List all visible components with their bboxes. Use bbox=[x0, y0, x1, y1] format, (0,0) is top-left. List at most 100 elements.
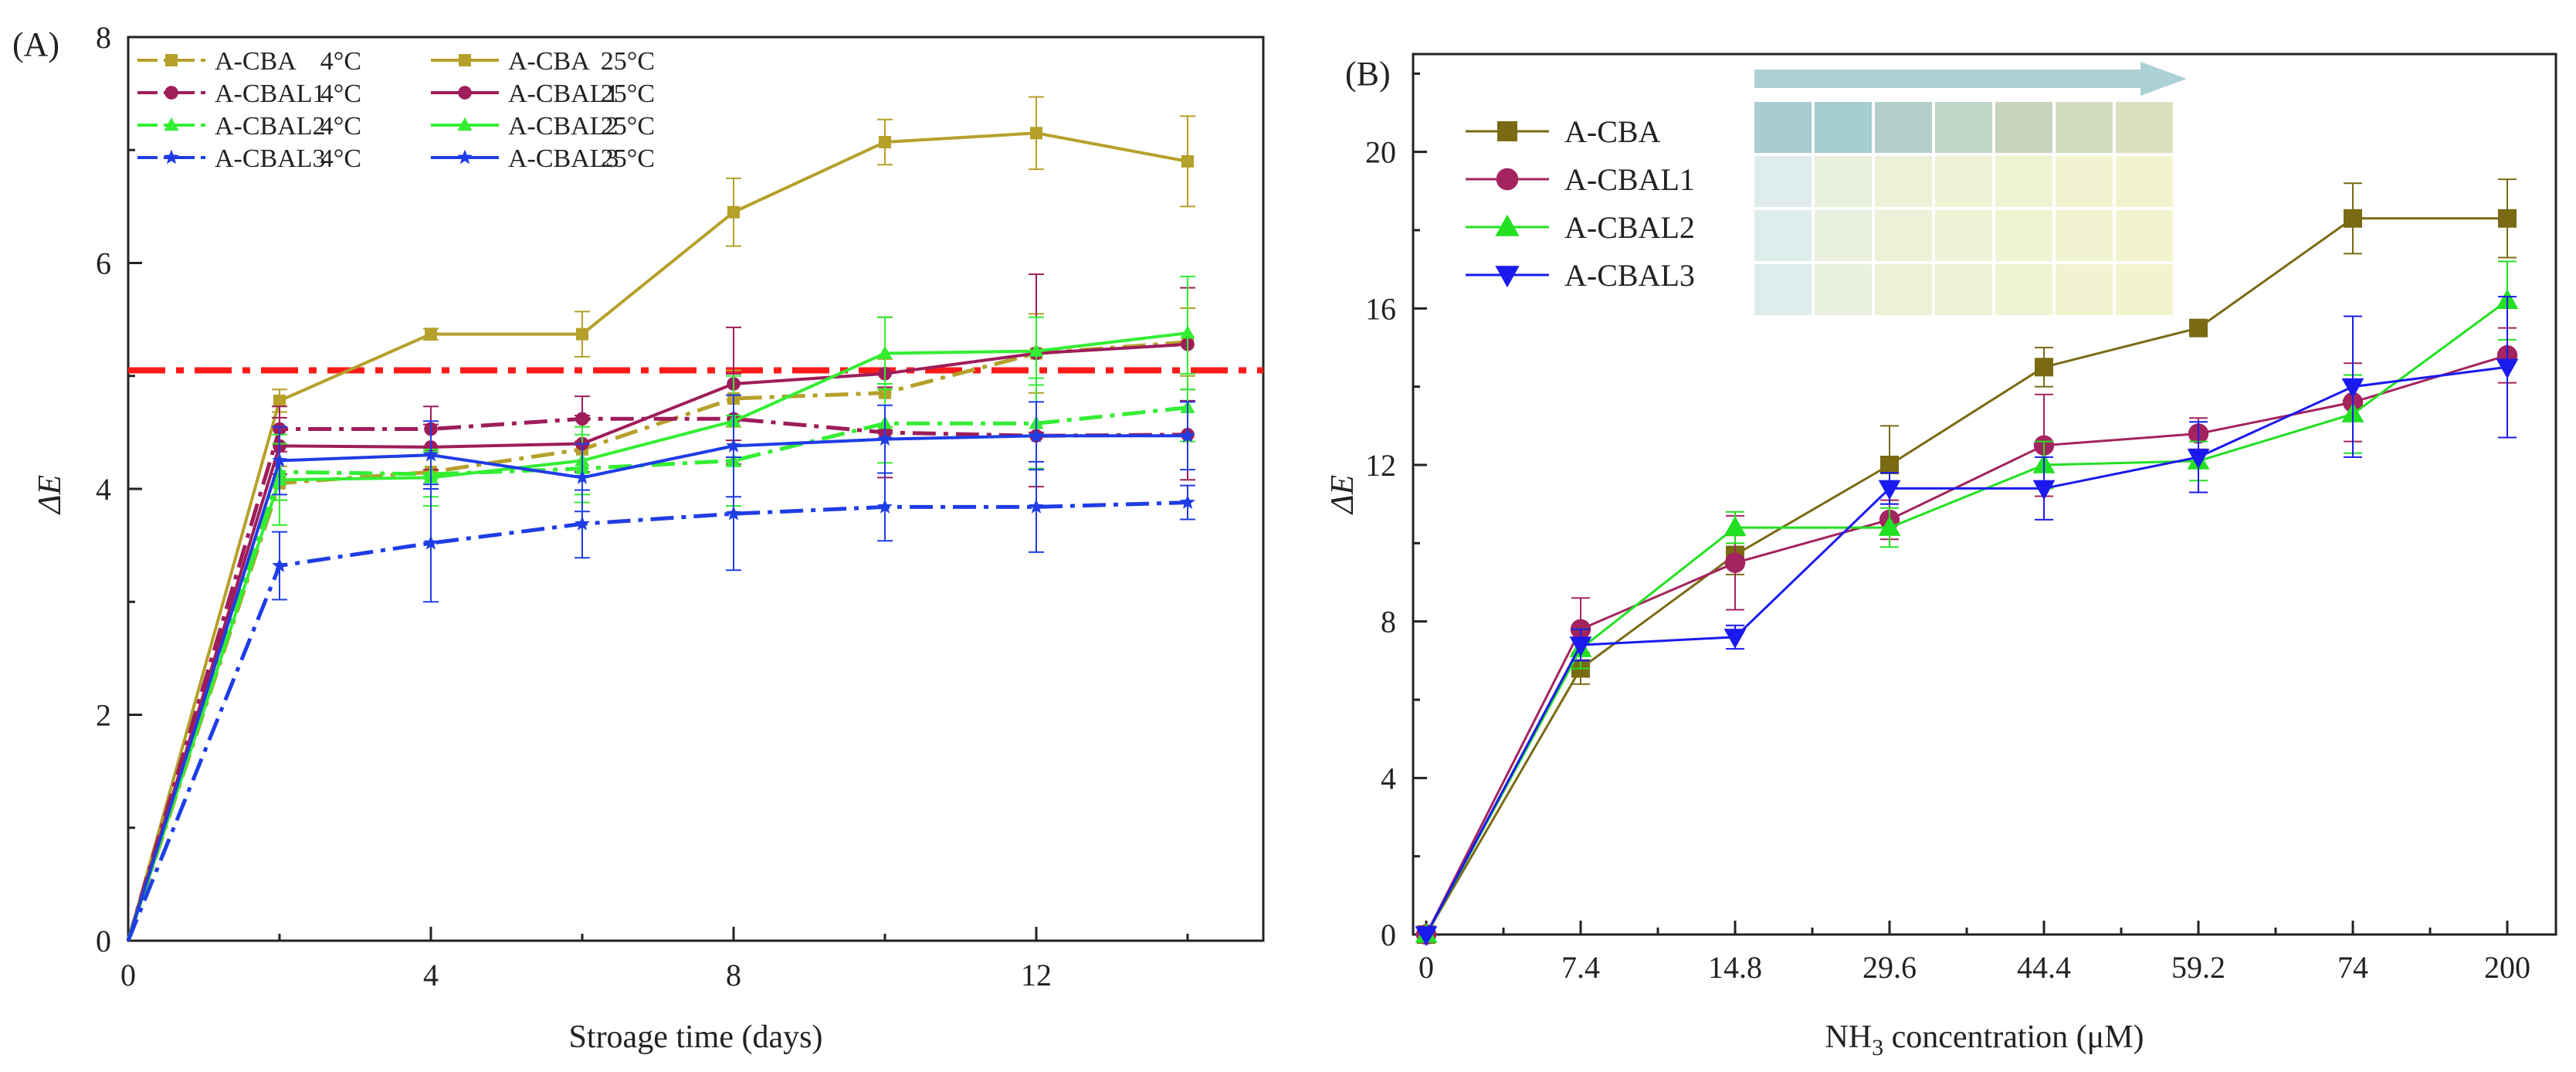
panel-a-y-tick-label: 2 bbox=[96, 698, 111, 733]
panel-b-data-point bbox=[1569, 636, 1592, 657]
panel-a-ticks: 0 4 8 12 0 2 4 6 8 bbox=[96, 20, 1189, 992]
panel-a-legend-name: A-CBAL3 bbox=[508, 144, 619, 173]
panel-a-series-line bbox=[126, 500, 1188, 941]
panel-a-legend-temp: 4°C bbox=[320, 112, 361, 141]
panel-a-data-point bbox=[1029, 427, 1044, 443]
panel-b-data-point bbox=[1415, 926, 1438, 946]
panel-a-data-point bbox=[1030, 127, 1042, 140]
panel-a-legend-temp: 25°C bbox=[601, 80, 655, 108]
panel-a-series-a-cbal3-25c bbox=[127, 394, 1195, 941]
panel-b-data-point bbox=[2344, 209, 2362, 228]
panel-a-y-tick-label: 0 bbox=[96, 924, 111, 958]
panel-a-data-point bbox=[272, 453, 287, 467]
panel-a-series-line bbox=[126, 405, 1188, 941]
panel-a-label: (A) bbox=[12, 25, 59, 63]
panel-a-data-point bbox=[425, 327, 437, 341]
panel-a-data-point bbox=[1180, 494, 1195, 509]
panel-b-y-axis-title: ΔE bbox=[1325, 475, 1361, 515]
panel-b-data-point bbox=[2189, 318, 2208, 338]
panel-a-legend-name: A-CBAL2 bbox=[508, 112, 619, 141]
panel-b-legend-item: A-CBAL2 bbox=[1466, 210, 1695, 245]
panel-b-legend-item: A-CBAL1 bbox=[1466, 162, 1695, 197]
panel-b-ticks: 0 7.4 14.8 29.6 44.4 59.2 74 200 0 4 8 12 16 20 bbox=[1365, 72, 2530, 985]
panel-b-legend-marker bbox=[1495, 214, 1520, 236]
panel-b-x-axis-title-subscript: 3 bbox=[1872, 1035, 1883, 1060]
panel-b-legend-marker bbox=[1496, 168, 1519, 191]
inset-color-cell bbox=[1875, 210, 1932, 261]
panel-b-label: (B) bbox=[1345, 55, 1391, 93]
panel-a-legend-marker bbox=[165, 54, 178, 66]
panel-b-y-tick-label: 12 bbox=[1365, 448, 1396, 483]
inset-color-cell bbox=[1754, 210, 1812, 261]
panel-a-legend-temp: 25°C bbox=[601, 144, 655, 173]
panel-a-series-line bbox=[126, 340, 1188, 941]
panel-b-series-line bbox=[1425, 217, 2507, 935]
inset-color-cell bbox=[1995, 156, 2052, 207]
panel-b-x-tick-label: 14.8 bbox=[1708, 950, 1762, 985]
panel-b-x-axis-title-main: NH bbox=[1825, 1019, 1872, 1055]
panel-a-data-point bbox=[575, 470, 590, 484]
inset-color-cell bbox=[1995, 264, 2052, 315]
panel-a-data-point bbox=[877, 345, 893, 359]
panel-a-legend-marker bbox=[459, 54, 471, 66]
inset-color-cell bbox=[1935, 102, 1992, 153]
panel-b-series-line bbox=[1425, 299, 2508, 935]
panel-a-data-point bbox=[1181, 154, 1194, 168]
panel-b-x-tick-label: 0 bbox=[1418, 950, 1434, 985]
panel-b-y-tick-label: 4 bbox=[1381, 761, 1396, 796]
panel-a-series-line bbox=[127, 131, 1188, 941]
panel-a-legend-temp: 25°C bbox=[601, 47, 655, 76]
panel-b-legend-marker bbox=[1495, 266, 1520, 288]
panel-b-x-tick-label: 29.6 bbox=[1863, 950, 1917, 985]
panel-b: (B) 0 7.4 14.8 29.6 44.4 59.2 74 200 0 4 8 12 16 20 N… bbox=[1325, 53, 2557, 1060]
panel-a: (A) 0 4 8 12 0 2 4 6 8 Stroage time (days) ΔE A-… bbox=[12, 20, 1265, 1055]
panel-a-series-a-cbal2-4c bbox=[126, 372, 1195, 941]
inset-color-cell bbox=[1935, 210, 1992, 261]
panel-b-legend-item: A-CBA bbox=[1466, 114, 1661, 149]
panel-a-x-tick-label: 4 bbox=[423, 958, 439, 992]
panel-a-data-point bbox=[726, 438, 741, 453]
inset-arrow bbox=[1754, 62, 2187, 96]
panel-a-data-point bbox=[727, 205, 740, 219]
panel-b-series-a-cba bbox=[1417, 178, 2517, 944]
inset-color-cell bbox=[2116, 210, 2173, 261]
panel-b-y-tick-label: 0 bbox=[1381, 918, 1396, 952]
panel-a-series-a-cbal1-25c bbox=[127, 273, 1195, 941]
panel-a-legend-item: A-CBA 25°C bbox=[431, 47, 655, 76]
panel-b-data-point bbox=[2187, 449, 2210, 469]
panel-a-series-a-cbal2-25c bbox=[127, 276, 1195, 941]
panel-a-series-line bbox=[127, 434, 1188, 941]
panel-a-data-point bbox=[575, 515, 590, 531]
inset-color-cell bbox=[2056, 156, 2113, 207]
inset-color-cell bbox=[1995, 210, 2052, 261]
panel-a-legend-temp: 4°C bbox=[320, 47, 361, 76]
inset-color-cell bbox=[1815, 264, 1872, 315]
panel-b-x-axis-title: NH3 concentration (μM) bbox=[1825, 1019, 2144, 1060]
panel-a-data-point bbox=[1180, 427, 1195, 443]
panel-a-series-line bbox=[127, 331, 1188, 941]
panel-a-series-line bbox=[127, 342, 1188, 941]
panel-b-legend-name: A-CBAL3 bbox=[1564, 258, 1695, 293]
inset-color-cell bbox=[1815, 102, 1872, 153]
inset-color-cell bbox=[1754, 156, 1812, 207]
panel-a-legend-temp: 4°C bbox=[320, 80, 361, 108]
panel-a-data-point bbox=[1180, 325, 1195, 339]
panel-a-legend-name: A-CBAL3 bbox=[215, 144, 326, 173]
panel-b-legend-marker bbox=[1497, 121, 1517, 141]
inset-color-cell bbox=[1754, 264, 1812, 315]
panel-b-data-point bbox=[1880, 456, 1899, 474]
inset-color-cell bbox=[2056, 102, 2113, 153]
panel-b-x-tick-label: 74 bbox=[2337, 950, 2368, 985]
panel-b-y-tick-label: 20 bbox=[1365, 135, 1396, 170]
panel-a-legend-temp: 4°C bbox=[320, 144, 361, 173]
panel-b-data-point bbox=[2496, 358, 2519, 379]
panel-a-legend-name: A-CBA bbox=[215, 47, 297, 76]
panel-a-x-tick-label: 8 bbox=[726, 958, 741, 992]
inset-color-cell bbox=[2116, 156, 2173, 207]
panel-b-series-line bbox=[1425, 354, 2508, 935]
